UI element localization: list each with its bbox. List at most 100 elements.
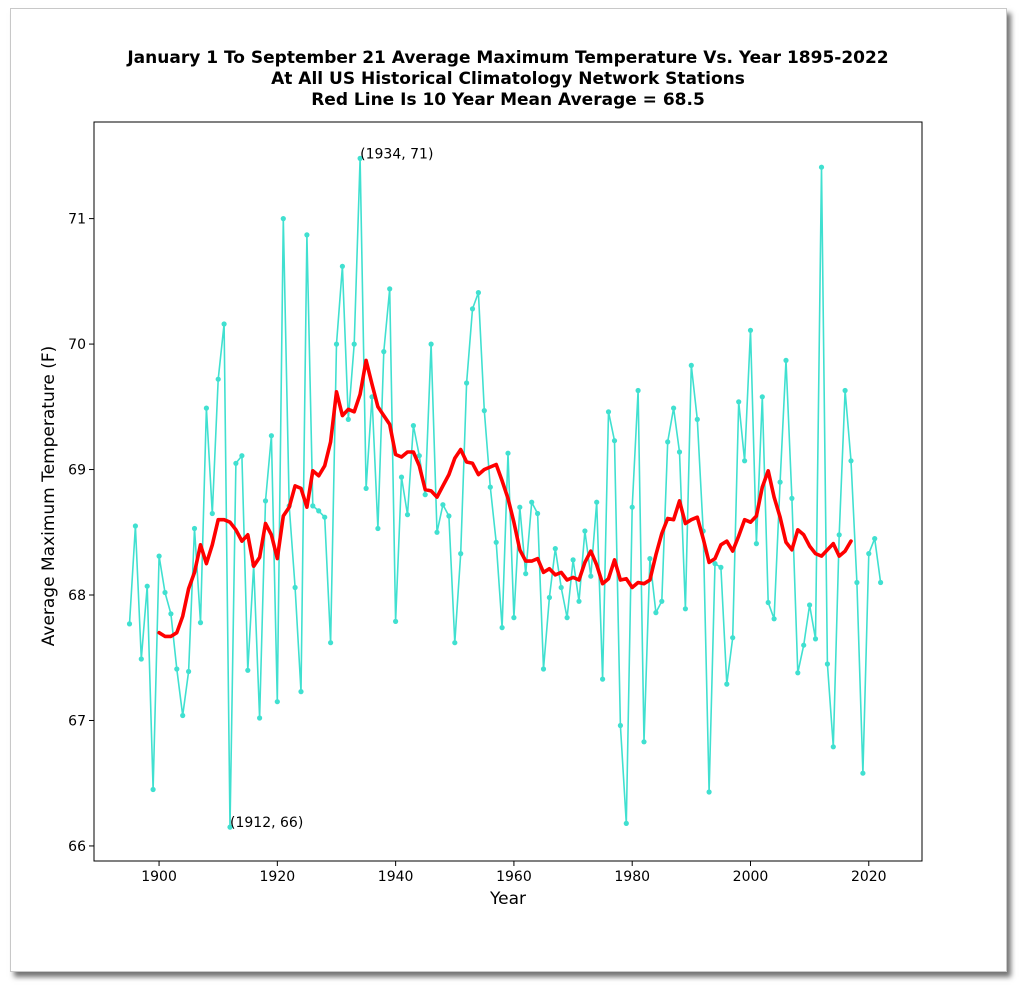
plot-frame — [93, 121, 923, 862]
annual-point — [357, 155, 363, 161]
annual-point — [635, 387, 641, 394]
y-tick-label: 71 — [68, 212, 86, 228]
y-tick-label: 66 — [68, 839, 86, 855]
annual-point — [558, 584, 564, 591]
annual-point — [387, 286, 393, 292]
ten-year-mean-line — [157, 358, 853, 639]
annual-point — [836, 532, 842, 538]
annual-point — [505, 450, 511, 456]
annotations: (1934, 71) (1912, 66) — [230, 146, 433, 831]
annual-point — [582, 528, 588, 534]
point-annotation: (1912, 66) — [230, 815, 303, 831]
annual-point — [487, 484, 493, 490]
x-tick-label: 1980 — [614, 869, 650, 885]
annual-point — [523, 571, 529, 577]
annual-point — [671, 405, 677, 411]
annual-point — [605, 409, 612, 415]
x-tick-label: 1940 — [378, 869, 414, 885]
y-tick-label: 69 — [68, 463, 86, 479]
annual-point — [600, 676, 606, 682]
annual-point — [203, 405, 209, 411]
annual-point — [227, 824, 233, 830]
annual-point — [824, 661, 831, 667]
annual-point — [398, 474, 405, 480]
annual-point — [215, 376, 221, 382]
annual-point — [475, 290, 481, 296]
annual-point — [747, 327, 754, 333]
annual-point — [186, 668, 192, 675]
annual-point — [446, 513, 452, 519]
annual-point — [381, 349, 387, 355]
annual-point — [712, 561, 718, 567]
annual-point — [511, 615, 517, 621]
annual-point — [860, 770, 866, 776]
annual-point — [150, 786, 156, 793]
x-axis-label: Year — [489, 889, 526, 909]
annual-point — [759, 394, 765, 400]
annual-point — [126, 621, 133, 627]
annual-point — [807, 602, 813, 608]
x-tick-label: 2000 — [733, 869, 769, 885]
y-tick-label: 68 — [68, 588, 86, 604]
annual-point — [363, 485, 369, 491]
annual-point — [132, 523, 138, 529]
chart-title-line-2: At All US Historical Climatology Network… — [271, 69, 745, 89]
annual-point — [753, 541, 760, 547]
annual-point — [428, 341, 434, 347]
annual-point — [452, 640, 458, 646]
annual-point — [316, 508, 322, 514]
annual-point — [375, 525, 381, 532]
annual-point — [659, 598, 665, 604]
annual-point — [647, 556, 653, 562]
annual-point — [564, 615, 570, 621]
annual-point — [410, 423, 416, 429]
annual-point — [540, 666, 547, 672]
annual-point — [812, 636, 819, 642]
annual-point — [617, 722, 624, 729]
annual-point — [440, 502, 446, 508]
annual-point — [694, 416, 700, 422]
annual-point — [322, 514, 328, 520]
annual-point — [245, 667, 251, 673]
chart-title-line-1: January 1 To September 21 Average Maximu… — [126, 48, 888, 68]
annual-point — [594, 499, 600, 505]
annual-point — [718, 564, 724, 571]
annual-point — [529, 499, 535, 505]
annual-point — [351, 341, 357, 347]
annual-point — [842, 387, 848, 394]
annual-point — [493, 539, 499, 545]
annual-point — [274, 699, 280, 705]
annual-point — [653, 610, 659, 616]
annual-point — [328, 640, 334, 646]
annual-point — [304, 232, 310, 238]
annual-point — [268, 433, 274, 439]
annual-point — [404, 512, 411, 518]
annual-point — [830, 744, 836, 750]
annual-point — [416, 453, 422, 459]
annual-point — [801, 642, 807, 648]
y-axis-label: Average Maximum Temperature (F) — [39, 346, 59, 647]
y-tick-label: 70 — [68, 337, 86, 353]
annual-point — [724, 681, 730, 687]
annual-point — [517, 504, 523, 510]
annual-point — [262, 498, 269, 504]
annual-point — [257, 715, 263, 721]
x-tick-label: 1920 — [260, 869, 296, 885]
annual-point — [641, 739, 647, 745]
annual-point — [706, 789, 712, 795]
annual-point — [818, 164, 825, 170]
annual-point — [162, 589, 168, 596]
annual-point — [174, 666, 180, 672]
annual-point — [310, 503, 316, 509]
annual-point — [552, 546, 558, 552]
annual-point — [209, 510, 215, 517]
annual-point — [730, 635, 736, 641]
annual-point — [771, 616, 777, 622]
x-tick-label: 1960 — [496, 869, 532, 885]
annual-point — [298, 689, 304, 695]
annual-point — [623, 820, 629, 827]
y-ticks: 66 67 68 69 70 71 — [68, 212, 94, 855]
annual-point — [629, 504, 635, 510]
annual-point — [789, 495, 795, 501]
